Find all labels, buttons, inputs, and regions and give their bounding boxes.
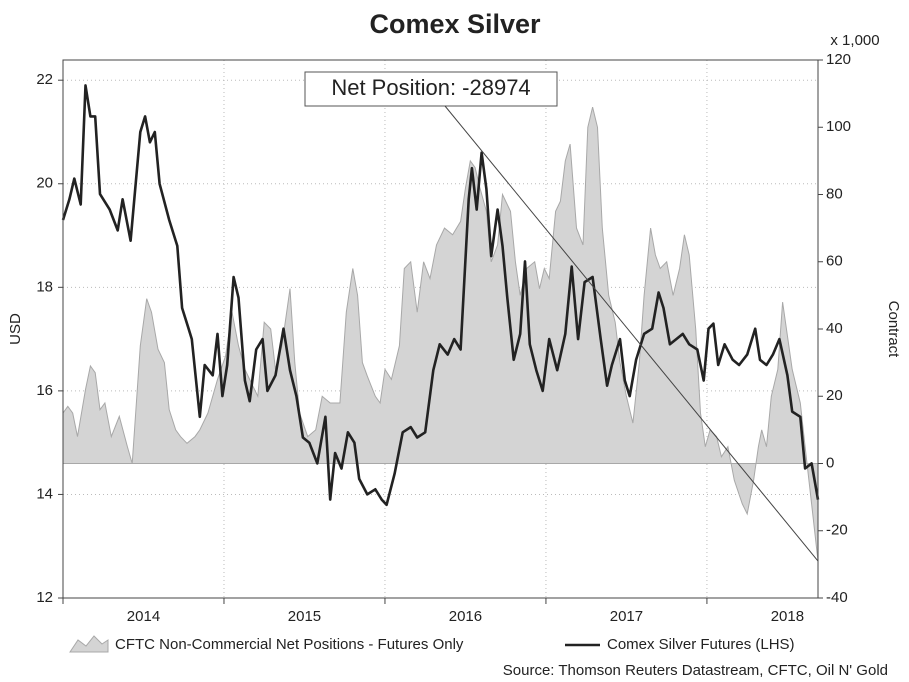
line xyxy=(61,84,820,507)
legend-item: Comex Silver Futures (LHS) xyxy=(565,636,795,653)
y2-tick-label: 100 xyxy=(826,118,851,135)
y-tick-label: 22 xyxy=(36,71,53,88)
y-tick-label: 14 xyxy=(36,485,53,502)
x-tick-label: 2018 xyxy=(771,608,804,625)
y2-tick-label: 120 xyxy=(826,51,851,68)
y2-tick-label: 60 xyxy=(826,253,843,270)
annotation-pointer xyxy=(444,105,819,562)
annotation: Net Position: -28974 xyxy=(331,75,530,100)
y2-tick-label: 80 xyxy=(826,185,843,202)
y2-tick-label: 0 xyxy=(826,454,834,471)
x-tick-label: 2016 xyxy=(449,608,482,625)
plot-frame xyxy=(62,59,819,599)
legend-label: CFTC Non-Commercial Net Positions - Futu… xyxy=(115,636,464,653)
y2-tick-label: 20 xyxy=(826,387,843,404)
legend-swatch xyxy=(69,635,109,653)
x-tick-label: 2015 xyxy=(288,608,321,625)
legend-item: CFTC Non-Commercial Net Positions - Futu… xyxy=(69,635,464,653)
area xyxy=(62,106,819,562)
chart-title: Comex Silver xyxy=(369,9,541,39)
x-tick-label: 2017 xyxy=(610,608,643,625)
legend-label: Comex Silver Futures (LHS) xyxy=(607,636,795,653)
y-tick-label: 12 xyxy=(36,589,53,606)
y2-unit: x 1,000 xyxy=(830,32,879,49)
y2-tick-label: -20 xyxy=(826,522,848,539)
y-tick-label: 20 xyxy=(36,175,53,192)
y-tick-label: 18 xyxy=(36,278,53,295)
y2-tick-label: 40 xyxy=(826,320,843,337)
plot-area: 12 14 16 18 20 22 -40 -20 0 20 40 60 80 100 120 2014 201… xyxy=(36,51,851,625)
annotation-box xyxy=(304,71,558,107)
y2-axis-label: Contract xyxy=(885,301,902,359)
source: Source: Thomson Reuters Datastream, CFTC… xyxy=(503,662,888,679)
y2-tick-label: -40 xyxy=(826,589,848,606)
y-tick-label: 16 xyxy=(36,382,53,399)
y-axis-label: USD xyxy=(7,313,24,345)
x-tick-label: 2014 xyxy=(127,608,160,625)
